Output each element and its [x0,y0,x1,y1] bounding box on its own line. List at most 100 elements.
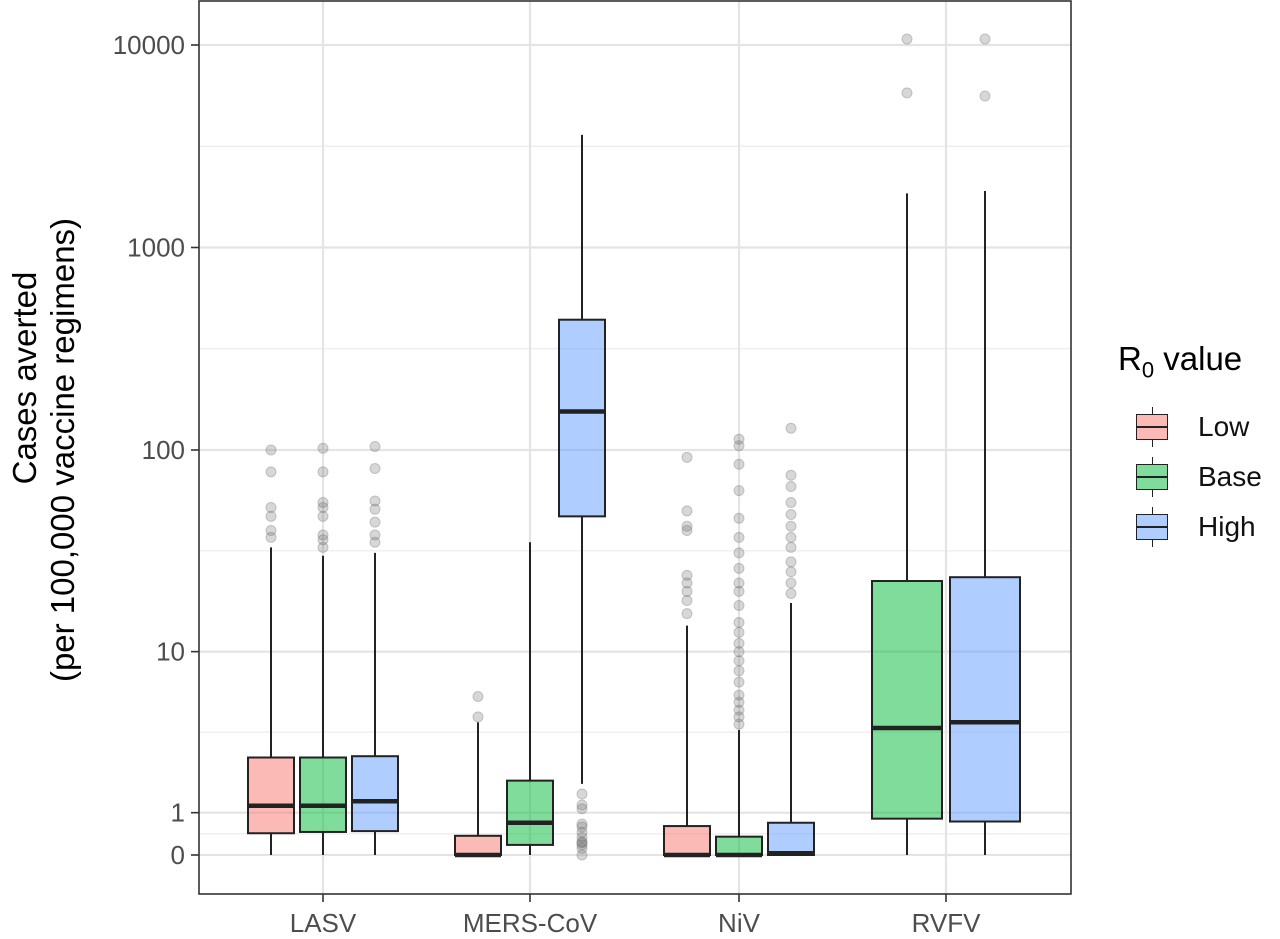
outlier-point [317,534,329,546]
box-high-lasv [351,441,399,855]
y-tick-label: 10000 [113,30,185,60]
outlier-point [733,655,745,667]
outlier-point [369,536,381,548]
outlier-point [681,520,693,532]
box-body [663,825,711,856]
box-low-lasv [247,444,295,855]
outlier-point [785,566,797,578]
box-body [871,580,943,820]
axes: 0 1 10 100 1000 10000 LASV MERS-CoV NiV RVFV [113,30,981,938]
y-tick-label: 100 [142,435,185,465]
outlier-point [785,541,797,553]
box-body [558,318,606,518]
outlier-point [472,711,484,723]
outlier-point [733,676,745,688]
legend-key-high [1134,506,1172,547]
outlier-point [901,87,913,99]
outlier-point [681,577,693,589]
outlier-point [369,503,381,515]
legend-key-base [1134,456,1172,497]
legend-item-low: Low [1118,402,1262,452]
outlier-point [576,832,588,844]
box-low-mers-cov [454,690,502,858]
outlier-point [733,696,745,708]
outlier-point [265,444,277,456]
outlier-point [576,826,588,838]
outlier-point [733,718,745,730]
outlier-point [576,803,588,815]
outlier-point [733,637,745,649]
outlier-point [733,585,745,597]
outlier-point [733,626,745,638]
box-body [247,756,295,835]
outlier-point [317,541,329,553]
outlier-point [785,577,797,589]
outlier-point [901,33,913,45]
outlier-point [733,562,745,574]
legend-key-low [1134,406,1172,447]
outlier-point [681,505,693,517]
outlier-point [785,469,797,481]
legend-title-sub: 0 [1141,357,1155,383]
box-body [351,755,399,833]
outlier-point [785,497,797,509]
outlier-point [785,556,797,568]
x-tick-label: LASV [290,908,357,938]
legend-title: R0 value [1118,340,1262,384]
x-tick-label: RVFV [912,908,982,938]
outlier-point [785,588,797,600]
outlier-point [681,608,693,620]
outlier-point [317,442,329,454]
outlier-point [733,440,745,452]
outlier-point [681,451,693,463]
outlier-point [576,818,588,830]
outlier-point [681,585,693,597]
x-tick-label: MERS-CoV [463,908,598,938]
outlier-point [681,595,693,607]
legend-label-high: High [1198,510,1256,542]
outlier-point [317,466,329,478]
y-tick-label: 10 [156,637,185,667]
outlier-point [576,821,588,833]
legend-item-high: High [1118,502,1262,552]
box-body [299,756,347,833]
box-base-niv [715,433,763,858]
y-axis-label-line1: Cases averted [6,272,43,485]
box-body [715,835,763,856]
outlier-point [265,531,277,543]
outlier-point [733,547,745,559]
outlier-point [785,531,797,543]
outlier-point [785,481,797,493]
x-tick-label: NiV [718,908,761,938]
outlier-point [576,799,588,811]
box-body [506,779,554,846]
outlier-point [733,433,745,445]
outlier-point [576,836,588,848]
box-high-mers-cov [558,134,606,861]
box-body [767,821,815,856]
box-base-lasv [299,442,347,855]
outlier-point [733,616,745,628]
y-axis-label-line2: (per 100,000 vaccine regimens) [44,218,81,682]
box-body [454,834,502,856]
outlier-point [369,495,381,507]
outlier-point [317,529,329,541]
plot-panel-border [198,0,1072,895]
outlier-point [472,690,484,702]
outlier-point [576,837,588,849]
outlier-point [576,839,588,851]
box-high-niv [767,422,815,856]
outlier-point [785,422,797,434]
outlier-point [733,711,745,723]
box-base-rvfv [871,33,943,855]
legend: R0 value Low Base High [1118,340,1262,552]
outlier-point [369,463,381,475]
outlier-point [265,466,277,478]
outlier-point [369,516,381,528]
outlier-point [785,509,797,521]
outlier-point [265,510,277,522]
outlier-point [317,501,329,513]
outlier-point [733,458,745,470]
outlier-point [369,441,381,453]
legend-label-low: Low [1198,410,1250,442]
